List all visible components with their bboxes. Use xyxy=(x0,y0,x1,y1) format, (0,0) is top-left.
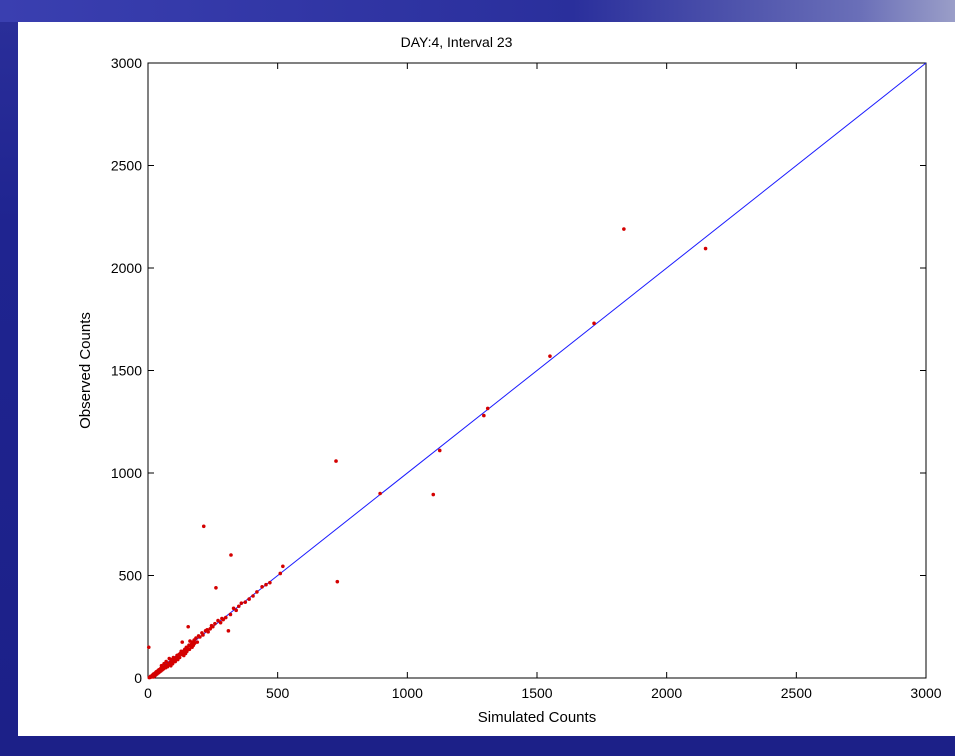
y-tick-label: 500 xyxy=(119,568,143,584)
data-point xyxy=(243,600,248,604)
x-tick-label: 1000 xyxy=(392,685,423,701)
x-axis: 0 500 1000 1500 2000 2500 3000 xyxy=(144,63,942,701)
data-point xyxy=(228,612,233,617)
x-axis-label: Simulated Counts xyxy=(478,709,596,726)
figure-panel: DAY:4, Interval 23 0 500 1000 1500 2000 2500 3… xyxy=(18,22,955,736)
data-point xyxy=(216,618,220,623)
data-point xyxy=(281,564,285,569)
data-point xyxy=(180,640,185,644)
data-point xyxy=(251,594,255,598)
data-point xyxy=(218,620,223,625)
y-tick-label: 2000 xyxy=(111,260,142,276)
data-point xyxy=(146,645,151,650)
data-point xyxy=(226,629,231,633)
data-point xyxy=(201,524,206,529)
slide-header-band xyxy=(0,0,955,22)
data-point xyxy=(220,616,224,621)
data-point xyxy=(268,580,272,585)
x-tick-label: 0 xyxy=(144,685,152,701)
data-point xyxy=(485,406,490,411)
x-tick-label: 500 xyxy=(266,685,290,701)
data-point xyxy=(203,629,208,633)
data-point xyxy=(229,553,233,557)
data-point xyxy=(224,615,228,620)
data-point xyxy=(188,639,192,643)
x-tick-label: 3000 xyxy=(910,685,941,701)
data-point xyxy=(200,631,204,635)
data-point xyxy=(378,491,382,496)
data-point xyxy=(335,579,340,584)
data-point xyxy=(167,656,172,661)
data-point xyxy=(147,675,152,680)
data-point xyxy=(159,663,164,668)
scatter-chart: DAY:4, Interval 23 0 500 1000 1500 2000 2500 3… xyxy=(77,34,942,726)
data-point xyxy=(186,624,190,629)
data-point xyxy=(208,627,213,631)
data-point xyxy=(213,621,217,626)
y-tick-label: 0 xyxy=(134,670,142,686)
y-axis: 0 500 1000 1500 2000 2500 3000 xyxy=(111,55,926,686)
reference-line xyxy=(147,62,927,679)
data-point xyxy=(247,597,251,601)
data-point xyxy=(162,661,166,666)
data-point xyxy=(592,321,596,326)
data-point xyxy=(334,459,338,463)
data-point xyxy=(209,623,214,628)
y-tick-label: 3000 xyxy=(111,55,142,71)
data-point xyxy=(236,604,241,609)
data-point xyxy=(214,586,218,590)
data-point xyxy=(255,590,259,594)
y-tick-label: 1500 xyxy=(111,363,142,379)
data-point xyxy=(437,448,442,453)
data-point xyxy=(260,584,264,589)
data-points xyxy=(146,227,708,680)
chart-title: DAY:4, Interval 23 xyxy=(401,34,513,50)
data-point xyxy=(234,608,238,613)
data-point xyxy=(431,492,436,497)
y-tick-label: 2500 xyxy=(111,158,142,174)
data-point xyxy=(548,354,552,358)
x-tick-label: 2000 xyxy=(651,685,682,701)
y-tick-label: 1000 xyxy=(111,465,142,481)
data-point xyxy=(196,634,201,638)
data-point xyxy=(482,413,486,418)
data-point xyxy=(239,601,244,605)
data-point xyxy=(622,227,626,231)
x-tick-label: 2500 xyxy=(781,685,812,701)
data-point xyxy=(231,606,236,611)
data-point xyxy=(278,571,283,576)
data-point xyxy=(703,246,708,251)
y-axis-label: Observed Counts xyxy=(77,312,94,429)
data-point xyxy=(187,643,191,647)
data-point xyxy=(264,582,268,587)
x-tick-label: 1500 xyxy=(521,685,552,701)
